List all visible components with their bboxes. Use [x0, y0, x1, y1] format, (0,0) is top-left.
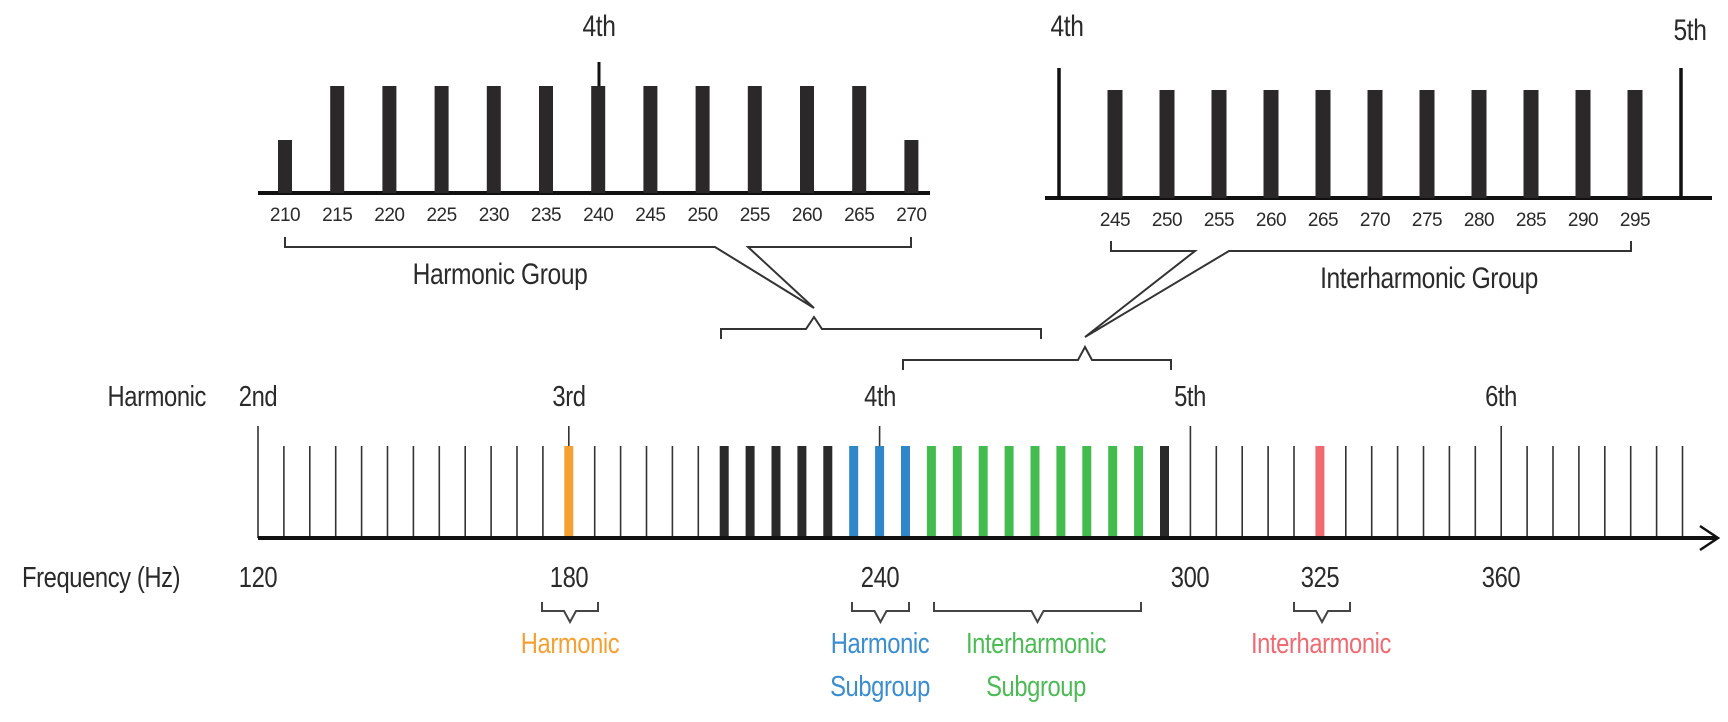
highlight-bar — [564, 446, 574, 538]
harmonic-label: 6th — [1485, 381, 1518, 413]
frequency-label: 300 — [1171, 562, 1210, 594]
highlight-bar — [719, 446, 729, 538]
panel-tick-label: 290 — [1567, 210, 1599, 231]
main-axis-highlight-bars — [564, 446, 1325, 538]
highlight-bar — [1004, 446, 1014, 538]
highlight-bar — [823, 446, 833, 538]
highlight-bar — [1082, 446, 1092, 538]
panel-tick-label: 210 — [269, 205, 301, 226]
highlight-bar — [1030, 446, 1040, 538]
annotation-harmonic-subgroup-line2: Subgroup — [830, 671, 930, 703]
panel-tick-label: 240 — [583, 205, 614, 226]
panel-tick-label: 270 — [1359, 210, 1391, 231]
panel-tick-label: 245 — [635, 205, 666, 226]
frequency-label: 120 — [238, 562, 278, 594]
panel-tick-label: 295 — [1619, 210, 1651, 231]
annotation-harmonic-subgroup-line1: Harmonic — [830, 628, 930, 660]
interharmonic-panel-left-label: 4th — [1050, 10, 1084, 43]
group-connectors — [284, 237, 1632, 370]
interharmonic-panel-right-label: 5th — [1673, 14, 1707, 47]
highlight-bar — [926, 446, 936, 538]
harmonic-label: 5th — [1174, 381, 1207, 413]
frequency-label: 325 — [1300, 562, 1340, 594]
highlight-bar — [875, 446, 885, 538]
annotation-interharmonic-subgroup-line1: Interharmonic — [965, 628, 1107, 660]
panel-tick-label: 250 — [1151, 210, 1183, 231]
panel-tick-label: 255 — [739, 205, 771, 226]
highlight-bar — [978, 446, 988, 538]
harmonic-label: 4th — [863, 381, 896, 413]
highlight-bar — [771, 446, 781, 538]
highlight-bar — [745, 446, 755, 538]
panel-tick-label: 220 — [374, 205, 405, 226]
interharmonic-group-label: Interharmonic Group — [1320, 262, 1538, 295]
frequency-label: 240 — [860, 562, 899, 594]
harmonic-group-panel — [258, 62, 930, 195]
frequency-label: 360 — [1481, 562, 1521, 594]
highlight-bar — [849, 446, 859, 538]
highlight-bar — [1108, 446, 1118, 538]
highlight-bar — [1134, 446, 1144, 538]
interharmonic-group-panel — [1045, 68, 1712, 200]
annotation-interharmonic-subgroup-line2: Subgroup — [986, 671, 1086, 703]
annotation-harmonic: Harmonic — [520, 628, 620, 660]
panel-tick-label: 235 — [530, 205, 562, 226]
panel-tick-label: 285 — [1515, 210, 1547, 231]
main-axis-ticks — [257, 426, 1684, 538]
panel-tick-label: 215 — [322, 205, 353, 226]
annotation-brackets — [541, 602, 1351, 625]
highlight-bar — [1056, 446, 1066, 538]
harmonic-label: 2nd — [238, 381, 278, 413]
harmonic-group-panel-top-label: 4th — [582, 10, 616, 43]
harmonic-row-label: Harmonic — [107, 381, 207, 413]
panel-tick-label: 260 — [791, 205, 823, 226]
frequency-row-label: Frequency (Hz) — [22, 562, 181, 594]
harmonic-group-label: Harmonic Group — [412, 258, 588, 291]
highlight-bar — [1315, 446, 1325, 538]
axis-arrowhead-icon — [1699, 524, 1721, 552]
panel-tick-label: 245 — [1099, 210, 1131, 231]
panel-tick-label: 225 — [426, 205, 457, 226]
panel-tick-label: 230 — [478, 205, 510, 226]
panel-tick-label: 275 — [1411, 210, 1443, 231]
panel-tick-label: 260 — [1255, 210, 1287, 231]
panel-tick-label: 255 — [1203, 210, 1235, 231]
highlight-bar — [1160, 446, 1169, 538]
panel-tick-label: 280 — [1463, 210, 1495, 231]
annotation-interharmonic: Interharmonic — [1250, 628, 1392, 660]
highlight-bar — [901, 446, 910, 538]
panel-tick-label: 250 — [687, 205, 718, 226]
frequency-label: 180 — [549, 562, 589, 594]
panel-tick-label: 265 — [844, 205, 875, 226]
harmonic-label: 3rd — [552, 381, 586, 413]
highlight-bar — [797, 446, 807, 538]
highlight-bar — [952, 446, 962, 538]
panel-tick-label: 265 — [1307, 210, 1339, 231]
panel-tick-label: 270 — [896, 205, 927, 226]
